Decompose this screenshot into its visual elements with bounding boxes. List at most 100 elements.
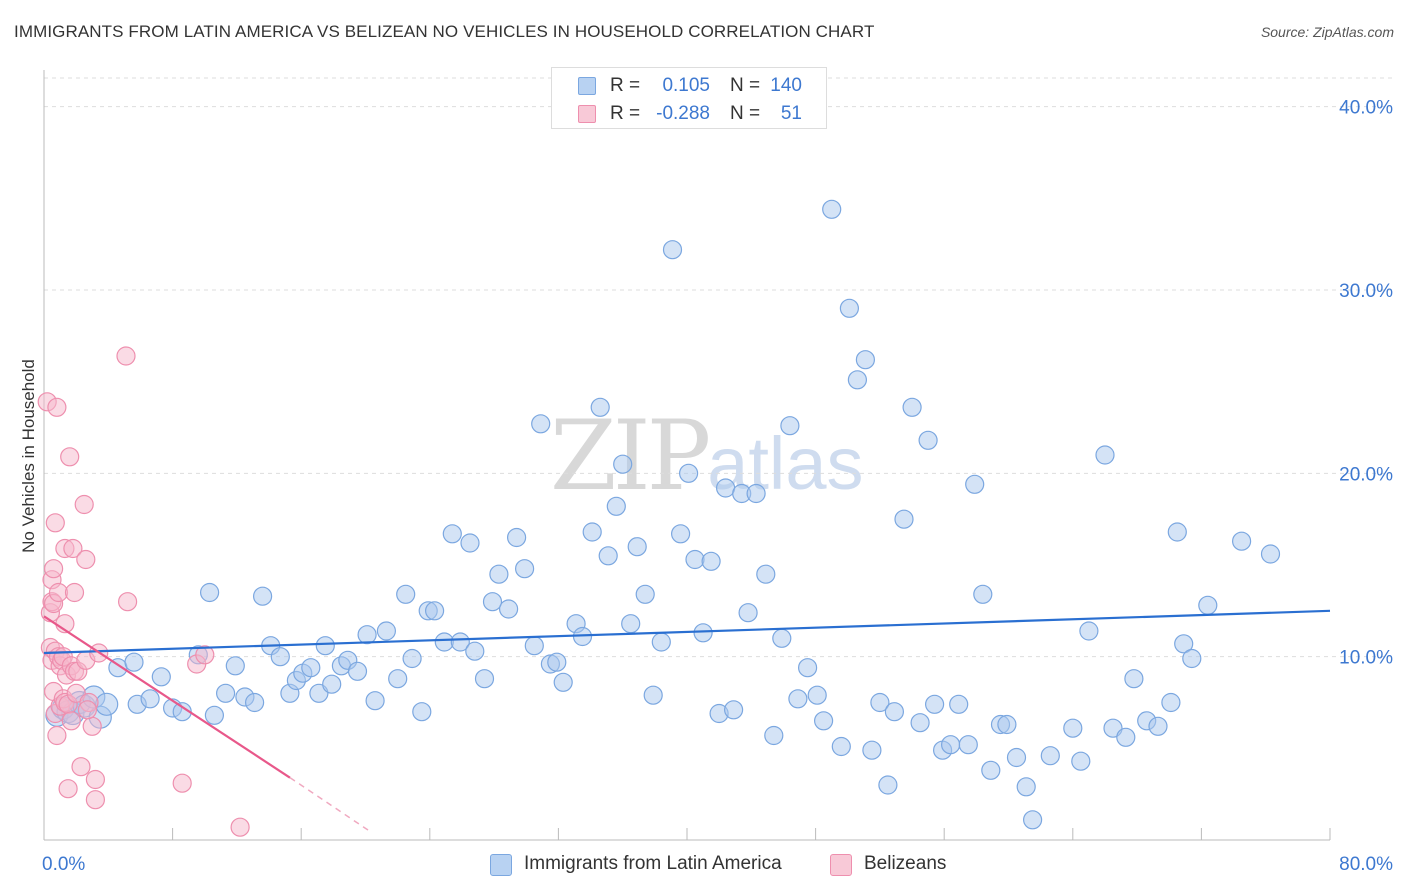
data-points — [37, 199, 1281, 837]
series-legend: Immigrants from Latin America Belizeans — [0, 852, 1406, 878]
latin-america-point — [1148, 716, 1168, 736]
latin-america-point — [1182, 648, 1202, 669]
latin-america-point — [958, 735, 978, 755]
latin-america-point — [1006, 747, 1027, 768]
belizean-point — [195, 645, 215, 665]
y-tick-label: 40.0% — [1339, 98, 1393, 119]
latin-america-point — [598, 546, 618, 566]
belizean-point — [76, 549, 96, 570]
latin-america-point — [635, 584, 655, 604]
latin-america-point — [376, 621, 396, 641]
axis-labels: 10.0% 20.0% 30.0% 40.0% 0.0% 80.0% No Vehicles… — [19, 98, 1393, 875]
latin-america-point — [651, 632, 671, 652]
latin-america-point — [1116, 727, 1136, 747]
latin-america-point — [482, 592, 503, 612]
latin-america-point — [723, 700, 744, 720]
latin-america-point — [1079, 621, 1099, 641]
latin-america-point — [322, 674, 342, 694]
latin-america-point — [918, 430, 938, 450]
latin-america-point — [627, 537, 647, 557]
latin-america-point — [613, 454, 633, 474]
x-tick-label-max: 80.0% — [1339, 854, 1393, 875]
belizean-point — [82, 716, 102, 736]
belizean-point — [61, 711, 81, 731]
legend-label: Belizeans — [864, 853, 947, 874]
belizean-point — [60, 447, 80, 467]
latin-america-point — [1231, 531, 1252, 551]
r-value: -0.288 — [656, 103, 710, 124]
latin-america-point — [1124, 669, 1144, 689]
latin-america-point — [746, 483, 766, 504]
latin-america-legend-swatch — [490, 854, 512, 876]
stats-row-belizeans: R = -0.288 N = 51 — [552, 100, 826, 128]
legend-label: Immigrants from Latin America — [524, 853, 782, 874]
latin-america-point — [878, 775, 898, 795]
belizean-point — [71, 757, 91, 777]
latin-america-point — [606, 496, 626, 516]
latin-america-point — [450, 632, 470, 652]
latin-america-point — [788, 689, 808, 709]
latin-america-point — [474, 669, 495, 689]
latin-america-point — [216, 683, 236, 703]
latin-america-point — [949, 694, 969, 714]
n-label: N = — [730, 103, 761, 124]
watermark: ZIPatlas — [550, 400, 864, 512]
latin-america-point — [940, 735, 961, 755]
latin-america-point — [301, 658, 321, 678]
latin-america-point — [1198, 595, 1218, 615]
belizean-point — [48, 582, 69, 603]
latin-america-trend-line — [43, 609, 1331, 655]
latin-america-point — [701, 551, 721, 571]
latin-america-point — [547, 652, 567, 672]
r-value: 0.105 — [662, 75, 710, 96]
latin-america-point — [831, 736, 851, 757]
latin-america-point — [140, 689, 160, 709]
latin-america-point — [822, 199, 842, 219]
latin-america-point — [590, 397, 610, 417]
latin-america-point — [756, 564, 776, 584]
belizean-point — [85, 769, 106, 790]
latin-america-point — [1071, 751, 1091, 771]
y-tick-label: 30.0% — [1339, 281, 1393, 302]
belizeans-swatch — [578, 105, 596, 123]
latin-america-point — [1040, 746, 1060, 766]
belizean-point — [74, 494, 94, 515]
latin-america-point — [780, 416, 800, 436]
latin-america-point — [357, 625, 377, 645]
belizean-point — [230, 817, 250, 837]
latin-america-point — [807, 685, 827, 705]
latin-america-point — [662, 240, 683, 260]
latin-america-point — [997, 714, 1017, 735]
latin-america-point — [434, 632, 454, 652]
n-label: N = — [730, 75, 761, 96]
r-label: R = — [610, 103, 641, 124]
latin-america-point — [902, 397, 922, 417]
latin-america-point — [738, 603, 758, 623]
belizean-point — [64, 582, 85, 603]
latin-america-point — [1167, 522, 1187, 542]
latin-america-point — [685, 549, 705, 570]
latin-america-point — [1095, 445, 1115, 465]
latin-america-point — [862, 740, 882, 760]
latin-america-point — [151, 667, 171, 687]
latin-america-point — [884, 702, 905, 722]
latin-america-point — [965, 474, 985, 494]
latin-america-point — [973, 584, 993, 604]
latin-america-point — [847, 370, 868, 390]
latin-america-point — [347, 661, 368, 681]
latin-america-point — [506, 527, 527, 548]
latin-america-point — [412, 702, 432, 722]
belizean-point — [47, 397, 67, 417]
n-value: 140 — [770, 75, 802, 96]
latin-america-point — [499, 599, 519, 619]
latin-america-point — [894, 509, 914, 529]
y-axis-label: No Vehicles in Household — [19, 359, 38, 553]
belizean-point — [43, 559, 64, 579]
latin-america-point — [797, 658, 818, 678]
latin-america-point — [678, 463, 699, 483]
belizean-point — [77, 700, 98, 720]
r-label: R = — [610, 75, 641, 96]
latin-america-point — [1260, 544, 1281, 564]
gridlines — [44, 77, 1395, 658]
